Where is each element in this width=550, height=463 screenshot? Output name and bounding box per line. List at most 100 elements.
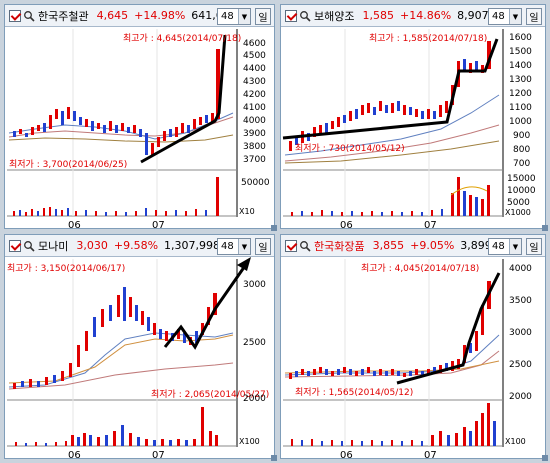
day-unit-button[interactable]: 일	[526, 8, 542, 25]
y-tick: 4000	[243, 116, 266, 126]
x-tick: 07	[424, 220, 437, 229]
resize-handle[interactable]	[542, 225, 548, 231]
high-price-label: 최고가 : 4,645(2014/07/18)	[123, 33, 241, 44]
x-tick: 06	[340, 220, 353, 229]
checkbox-icon[interactable]	[9, 9, 21, 22]
period-value: 48	[221, 11, 234, 22]
x-tick: 07	[152, 450, 165, 459]
resize-handle[interactable]	[542, 455, 548, 461]
volume-bars	[291, 403, 496, 446]
search-icon[interactable]	[299, 240, 311, 252]
price-chart: 최고가 : 4,645(2014/07/18) 최저가 : 3,700(2014…	[7, 29, 270, 229]
checkbox-icon[interactable]	[285, 9, 297, 22]
chevron-down-icon[interactable]: ▼	[238, 9, 250, 24]
y-tick: 2500	[509, 360, 532, 370]
y-tick: 3500	[509, 296, 532, 306]
trend-line	[396, 272, 501, 385]
period-value: 48	[492, 241, 505, 252]
y-tick: 4600	[243, 39, 266, 49]
high-price-label: 최고가 : 3,150(2014/06/17)	[7, 263, 125, 274]
high-price-label: 최고가 : 1,585(2014/07/18)	[369, 33, 487, 44]
high-price-label: 최고가 : 4,045(2014/07/18)	[361, 263, 479, 274]
x-tick: 06	[340, 450, 353, 459]
y-tick: 3000	[509, 328, 532, 338]
stock-price: 3,030	[76, 239, 108, 252]
checkbox-icon[interactable]	[285, 239, 297, 252]
volume-unit: X10	[239, 207, 255, 216]
volume-tick: 10000	[507, 186, 536, 196]
stock-name: 모나미	[38, 239, 69, 253]
x-tick: 07	[424, 450, 437, 459]
y-tick: 4400	[243, 64, 266, 74]
chart-panel-bohae: 보해양조 1,585 +14.86% 8,907,569 48 ▼ 일	[280, 4, 546, 229]
chevron-down-icon[interactable]: ▼	[509, 9, 521, 24]
y-tick: 1300	[509, 75, 532, 85]
volume-bars	[15, 407, 218, 446]
volume-unit: X1000	[505, 208, 531, 217]
stock-name: 한국화장품	[314, 239, 365, 253]
y-tick: 1200	[509, 89, 532, 99]
volume-tick: 15000	[507, 174, 536, 184]
y-tick: 4500	[243, 51, 266, 61]
volume-unit: X100	[239, 437, 260, 446]
stock-change: +14.86%	[399, 9, 452, 22]
low-price-label: 최저가 : 1,565(2014/05/12)	[295, 387, 413, 398]
y-tick: 3700	[243, 155, 266, 165]
y-axis-labels: 4600 4500 4400 4300 4200 4100 4000 3900 …	[239, 39, 270, 216]
y-tick: 4200	[243, 90, 266, 100]
price-chart: 최고가 : 4,045(2014/07/18) 최저가 : 1,565(2014…	[283, 259, 532, 459]
chevron-down-icon[interactable]: ▼	[238, 239, 250, 254]
period-select[interactable]: 48 ▼	[488, 8, 522, 25]
period-select[interactable]: 48 ▼	[217, 8, 251, 25]
stock-change: +14.98%	[134, 9, 186, 22]
y-tick: 800	[513, 145, 530, 155]
resize-handle[interactable]	[271, 455, 277, 461]
price-chart: 최고가 : 3,150(2014/06/17) 최저가 : 2,065(2014…	[7, 257, 269, 459]
period-value: 48	[221, 241, 234, 252]
stock-change: +9.58%	[113, 239, 159, 252]
period-select[interactable]: 48 ▼	[217, 238, 251, 255]
y-tick: 2500	[243, 338, 266, 348]
day-unit-button[interactable]: 일	[526, 238, 542, 255]
period-value: 48	[492, 11, 505, 22]
search-icon[interactable]	[23, 10, 35, 22]
chart-panel-hankook-steel: 한국주철관 4,645 +14.98% 641,623 48 ▼ 일	[4, 4, 275, 229]
y-tick: 1500	[509, 47, 532, 57]
day-unit-button[interactable]: 일	[255, 238, 271, 255]
panel-header: 모나미 3,030 +9.58% 1,307,998	[5, 235, 274, 257]
y-axis-labels: 1600 1500 1400 1300 1200 1100 1000 900 8…	[505, 33, 536, 217]
x-tick: 07	[152, 220, 165, 229]
x-tick: 06	[68, 220, 81, 229]
low-price-label: 최저가 : 2,065(2014/05/27)	[151, 389, 269, 400]
y-tick: 2000	[509, 392, 532, 402]
low-price-label: 최저가 : 730(2014/05/12)	[295, 143, 405, 154]
volume-tick: 50000	[241, 178, 270, 188]
y-tick: 3000	[243, 280, 266, 290]
trend-line	[163, 262, 249, 350]
trend-line	[282, 38, 499, 140]
y-tick: 1400	[509, 61, 532, 71]
chart-panel-monami: 모나미 3,030 +9.58% 1,307,998 48 ▼ 일	[4, 234, 275, 459]
day-unit-button[interactable]: 일	[255, 8, 271, 25]
chart-panel-hankook-cosmetics: 한국화장품 3,855 +9.05% 3,899,343 48 ▼ 일	[280, 234, 546, 459]
y-tick: 3800	[243, 142, 266, 152]
price-chart: 최고가 : 1,585(2014/07/18) 최저가 : 730(2014/0…	[282, 29, 536, 229]
y-tick: 1000	[509, 117, 532, 127]
resize-handle[interactable]	[271, 225, 277, 231]
trend-line	[140, 34, 227, 164]
stock-change: +9.05%	[410, 239, 455, 252]
search-icon[interactable]	[299, 10, 311, 22]
checkbox-icon[interactable]	[9, 239, 21, 252]
chevron-down-icon[interactable]: ▼	[509, 239, 521, 254]
period-select[interactable]: 48 ▼	[488, 238, 522, 255]
y-tick: 900	[513, 131, 530, 141]
arrow-head-icon	[237, 257, 251, 271]
stock-name: 보해양조	[314, 9, 355, 23]
stock-name: 한국주철관	[38, 9, 89, 23]
panel-header: 한국화장품 3,855 +9.05% 3,899,343	[281, 235, 545, 257]
y-tick: 4000	[509, 264, 532, 274]
search-icon[interactable]	[23, 240, 35, 252]
stock-volume: 1,307,998	[164, 239, 221, 252]
y-tick: 2000	[243, 394, 266, 404]
y-tick: 1600	[509, 33, 532, 43]
